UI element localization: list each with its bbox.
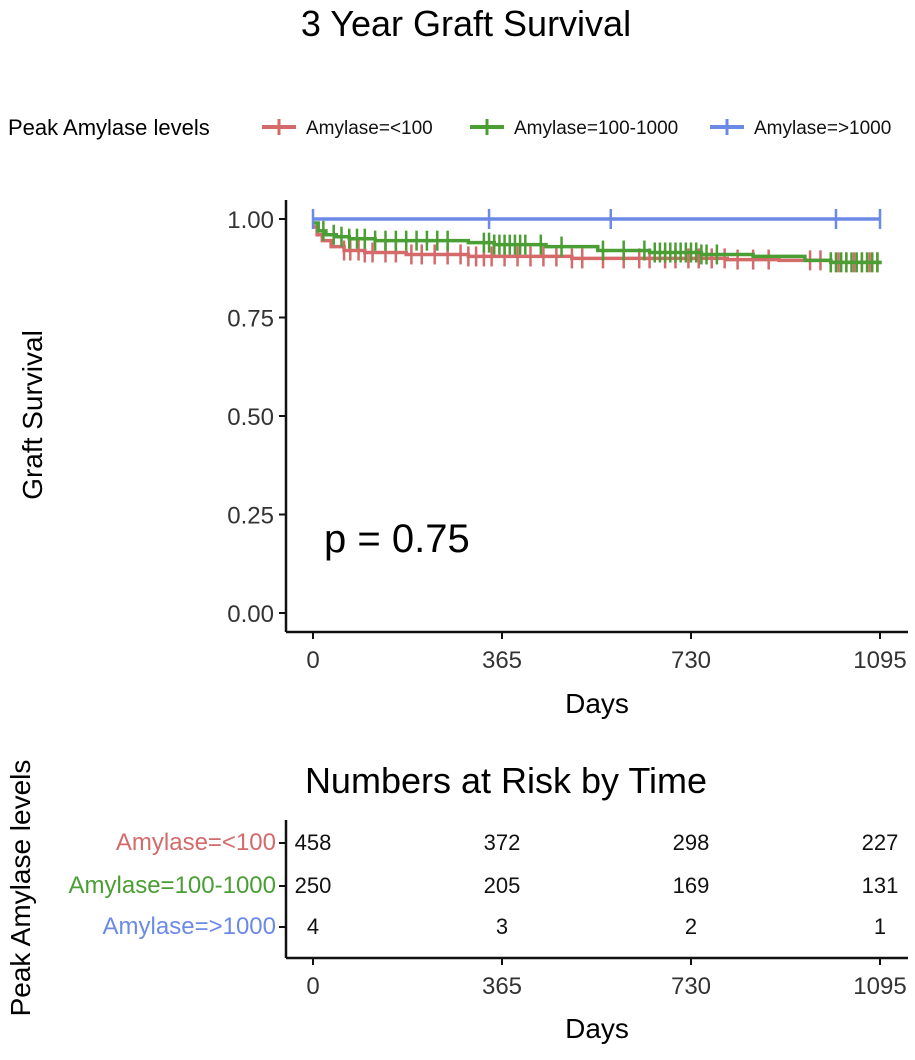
risk-x-tick-label: 1095 [853,973,906,1000]
risk-cell: 2 [685,914,697,939]
risk-x-tick-label: 0 [306,973,319,1000]
risk-row-label: Amylase=<100 [116,829,276,856]
risk-x-tick-label: 730 [671,973,711,1000]
risk-cell: 372 [484,830,521,855]
legend-label: Amylase=<100 [306,118,433,139]
y-tick-label: 0.00 [227,601,274,628]
risk-cell: 131 [862,873,899,898]
legend-label: Amylase=>1000 [754,118,891,139]
risk-cell: 298 [673,830,710,855]
risk-table-title: Numbers at Risk by Time [305,760,707,801]
risk-row-label: Amylase=>1000 [103,913,276,940]
risk-cell: 250 [295,873,332,898]
risk-cell: 169 [673,873,710,898]
risk-cell: 1 [874,914,886,939]
legend-label: Amylase=100-1000 [514,118,678,139]
chart-title: 3 Year Graft Survival [301,3,631,44]
x-tick-label: 730 [671,647,711,674]
legend-title: Peak Amylase levels [8,115,210,140]
legend: Peak Amylase levels Amylase=<100 Amylase=… [8,115,891,140]
x-tick-label: 1095 [853,647,906,674]
risk-table-x-label: Days [565,1013,629,1044]
risk-table-y-label: Peak Amylase levels [5,760,36,1017]
p-value-annotation: p = 0.75 [324,517,470,561]
risk-cell: 458 [295,830,332,855]
risk-cell: 205 [484,873,521,898]
risk-row-label: Amylase=100-1000 [69,872,276,899]
risk-cell: 3 [496,914,508,939]
series-group [313,220,882,273]
y-axis-label: Graft Survival [17,330,48,500]
x-tick-label: 365 [482,647,522,674]
series-group [311,209,882,229]
risk-cell: 4 [307,914,319,939]
risk-x-tick-label: 365 [482,973,522,1000]
risk-table: Amylase=<100 458 372 298 227 Amylase=100-1000… [69,820,908,1000]
y-tick-label: 0.50 [227,404,274,431]
x-tick-label: 0 [306,647,319,674]
y-tick-label: 1.00 [227,207,274,234]
plot-area: 0.00 0.25 0.50 0.75 1.00 0 365 730 1095 [227,200,908,674]
y-tick-label: 0.25 [227,503,274,530]
risk-cell: 227 [862,830,899,855]
x-axis-label: Days [565,688,629,719]
y-tick-label: 0.75 [227,306,274,333]
